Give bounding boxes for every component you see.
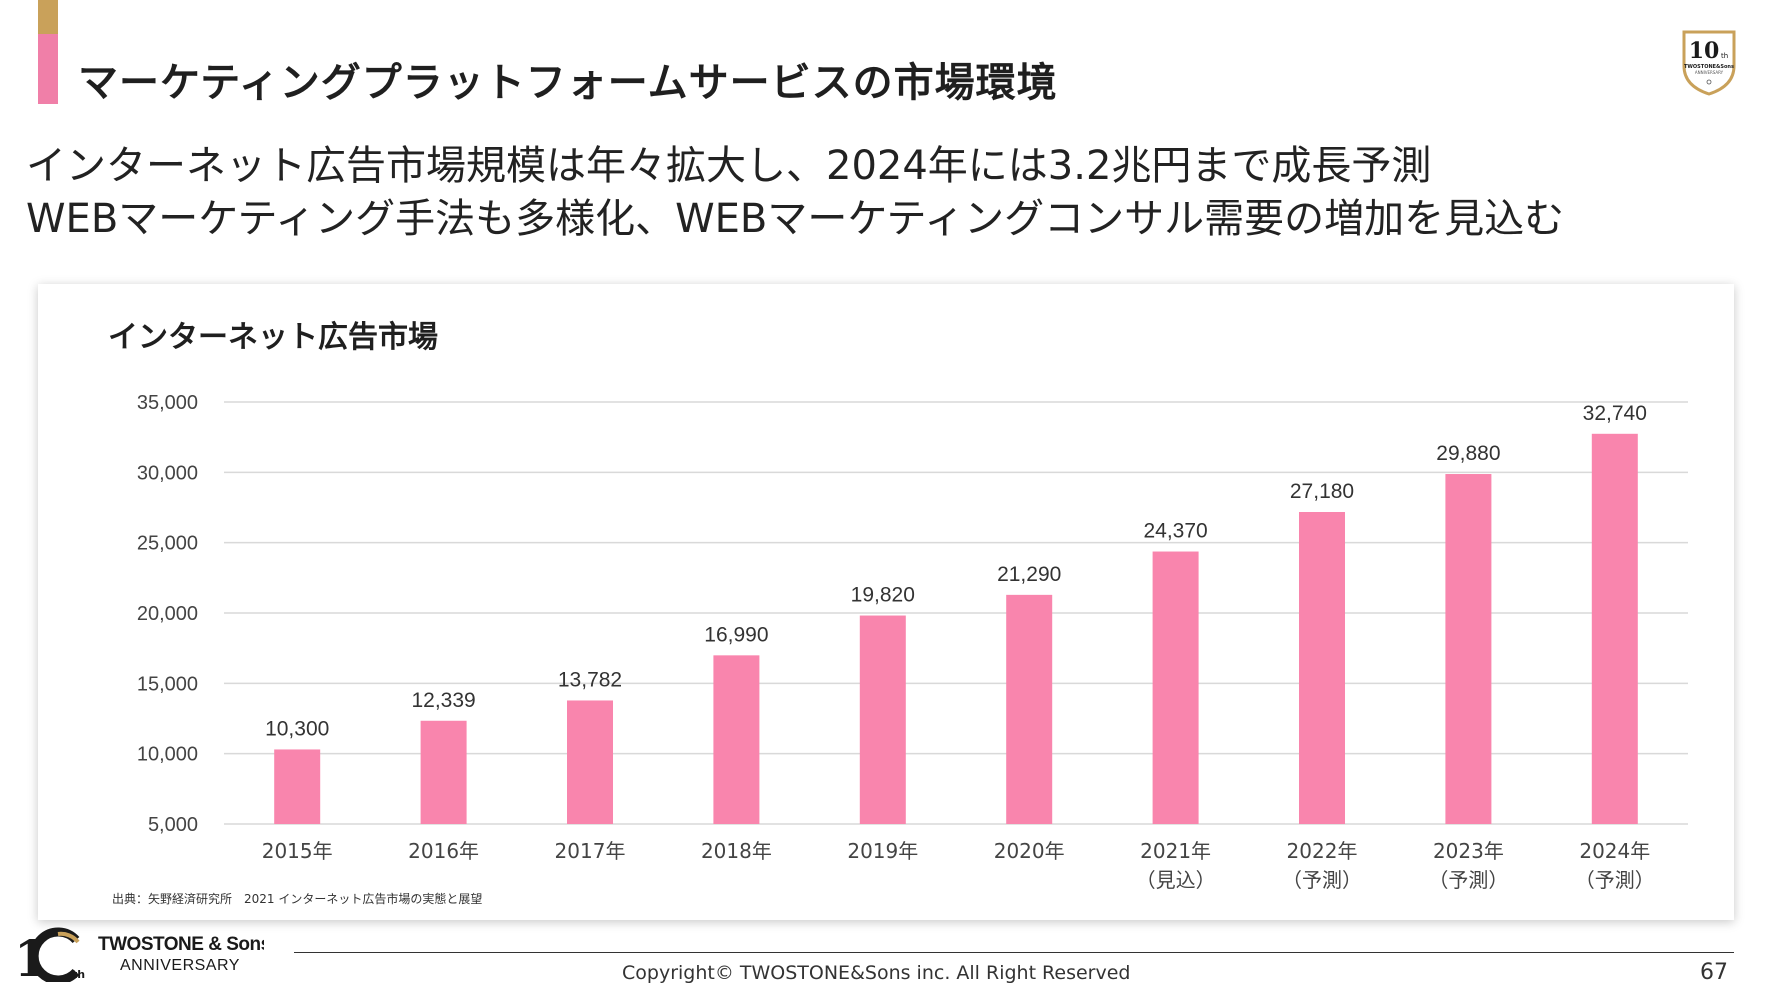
x-tick-label: 2020年 [994,839,1065,863]
footer-logo-brand: TWOSTONE & Sons [98,934,264,955]
y-tick-label: 25,000 [137,533,198,555]
chart-card: 5,000 10,000 15,000 20,000 25,000 30,000 35,00… [38,284,1734,920]
data-label: 32,740 [1583,402,1647,425]
data-label: 29,880 [1436,442,1500,465]
data-label: 27,180 [1290,480,1354,503]
y-tick-label: 30,000 [137,462,198,484]
x-tick-note: （予測） [1428,868,1508,892]
lead-line-2: WEBマーケティング手法も多様化、WEBマーケティングコンサル需要の増加を見込む [26,196,1565,242]
emblem-brand: TWOSTONE&Sons [1684,64,1734,70]
data-label: 19,820 [851,584,915,607]
footer-divider [294,952,1734,953]
page-title: マーケティングプラットフォームサービスの市場環境 [78,60,1058,106]
emblem-sup: th [1721,52,1728,60]
x-tick-label: 2022年 [1287,839,1358,863]
data-label: 16,990 [704,623,768,646]
bar [274,749,321,824]
anniversary-emblem-icon: 10 th TWOSTONE&Sons ANNIVERSARY [1682,30,1736,96]
data-label: 12,339 [411,689,475,712]
bar [567,700,613,824]
x-tick-label: 2017年 [555,839,626,863]
bar [859,615,906,824]
data-label: 24,370 [1143,520,1207,543]
footer-logo-sup: th [72,968,85,981]
y-tick-label: 5,000 [148,814,198,836]
x-tick-label: 2023年 [1433,839,1504,863]
emblem-sub: ANNIVERSARY [1695,70,1724,75]
bar [1445,474,1492,824]
bar [420,720,467,824]
title-accent-pink [38,34,58,104]
footer-logo: 1 th TWOSTONE & Sons ANNIVERSARY [14,927,264,982]
y-tick-label: 15,000 [137,673,198,695]
bar [713,655,760,824]
y-tick-label: 20,000 [137,603,198,625]
copyright-text: Copyright© TWOSTONE&Sons inc. All Right … [622,962,1131,984]
bar [1006,594,1053,824]
bar [1299,512,1345,824]
x-tick-note: （予測） [1282,868,1362,892]
footer-logo-sub: ANNIVERSARY [120,957,240,974]
title-accent-gold [38,0,58,34]
data-label: 21,290 [997,563,1061,586]
bar-chart: 5,000 10,000 15,000 20,000 25,000 30,000 35,00… [137,392,1688,892]
x-tick-note: （見込） [1136,868,1216,892]
x-tick-label: 2019年 [847,839,918,863]
x-tick-label: 2018年 [701,839,772,863]
y-tick-label: 10,000 [137,744,198,766]
data-label: 10,300 [265,717,329,740]
x-tick-label: 2015年 [262,839,333,863]
x-tick-label: 2024年 [1579,839,1650,863]
lead-line-1: インターネット広告市場規模は年々拡大し、2024年には3.2兆円まで成長予測 [26,143,1432,189]
emblem-number: 10 [1689,38,1720,64]
y-tick-label: 35,000 [137,392,198,414]
x-tick-note: （予測） [1575,868,1655,892]
page-number: 67 [1700,960,1728,985]
bar [1591,433,1638,824]
bar [1152,551,1199,824]
chart-title: インターネット広告市場 [108,320,438,355]
source-note: 出典：矢野経済研究所 2021 インターネット広告市場の実態と展望 [112,892,483,906]
lead-text: インターネット広告市場規模は年々拡大し、2024年には3.2兆円まで成長予測 W… [26,140,1564,246]
x-tick-label: 2021年 [1140,839,1211,863]
x-tick-label: 2016年 [408,839,479,863]
data-label: 13,782 [558,668,622,691]
